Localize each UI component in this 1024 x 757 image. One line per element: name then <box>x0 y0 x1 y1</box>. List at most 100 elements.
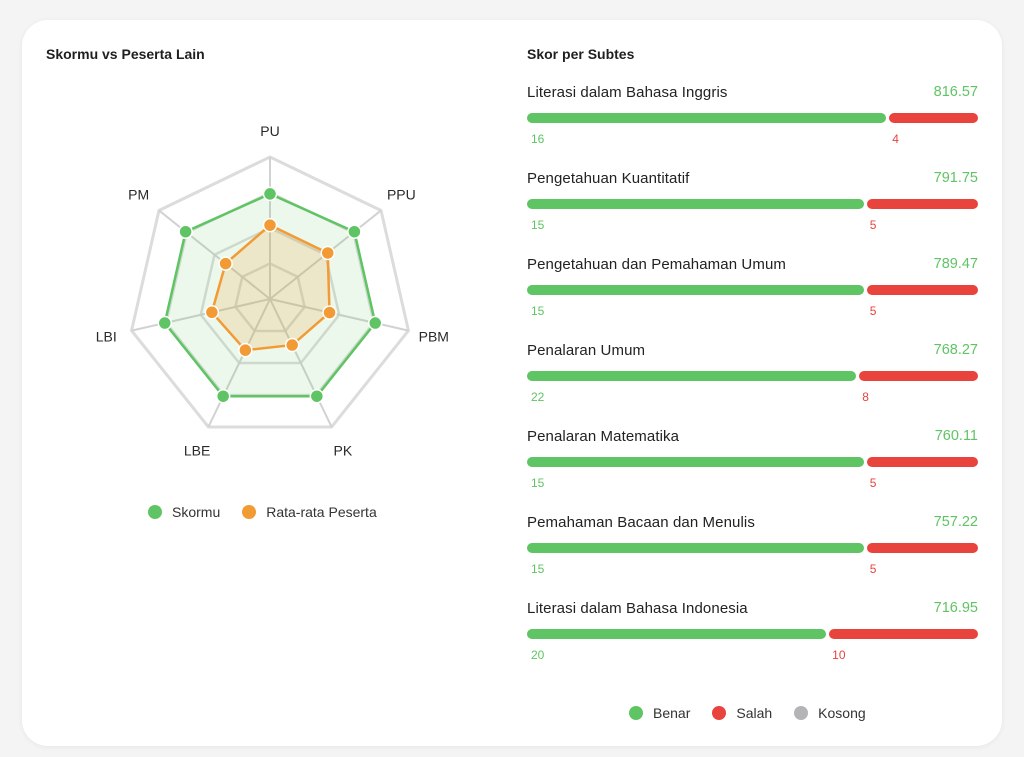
salah-bar <box>866 457 978 467</box>
benar-dot-icon <box>629 706 643 720</box>
subtest-score: 768.27 <box>933 342 978 358</box>
radar-grid-ring <box>164 191 376 397</box>
rata-rata-point <box>262 217 278 233</box>
benar-count: 22 <box>531 390 545 404</box>
salah-count: 5 <box>869 476 877 490</box>
subtest-row[interactable]: Pengetahuan Kuantitatif 791.75 15 5 <box>527 170 978 242</box>
salah-count: 5 <box>869 562 877 576</box>
subtest-score: 716.95 <box>933 600 978 616</box>
radar-axis-label: PBM <box>419 328 449 344</box>
legend-benar[interactable]: Benar <box>629 705 690 721</box>
skormu-point <box>367 315 383 331</box>
subtest-score: 760.11 <box>934 428 978 444</box>
subtest-bar <box>527 457 978 467</box>
subtest-bar <box>527 199 978 209</box>
rata-rata-point <box>320 245 335 261</box>
benar-count: 15 <box>531 562 545 576</box>
benar-bar <box>527 199 864 209</box>
subtest-score: 757.22 <box>933 514 978 530</box>
radar-grid-ring <box>234 262 306 333</box>
subtest-row[interactable]: Penalaran Matematika 760.11 15 5 <box>527 428 978 500</box>
benar-bar <box>527 285 864 295</box>
salah-bar <box>829 629 978 639</box>
skormu-point <box>215 388 231 404</box>
skormu-point <box>178 224 193 239</box>
subtest-bar <box>527 285 978 295</box>
subtest-row[interactable]: Literasi dalam Bahasa Indonesia 716.95 2… <box>527 600 978 672</box>
salah-bar <box>866 199 978 209</box>
benar-bar <box>527 113 887 123</box>
subtests-title: Skor per Subtes <box>527 46 635 62</box>
radar-axis-label: PU <box>260 123 279 139</box>
rata-rata-point <box>218 256 233 271</box>
radar-axis-label: LBI <box>96 328 117 344</box>
subtest-score: 789.47 <box>933 256 978 272</box>
salah-count: 8 <box>862 390 869 404</box>
subtest-bar <box>527 543 978 553</box>
score-card: Skormu vs Peserta Lain PU PPU PBM PK LBE LBI P… <box>22 20 1002 746</box>
salah-bar <box>859 371 978 381</box>
radar-legend: Skormu Rata-rata Peserta <box>148 504 377 520</box>
salah-count: 5 <box>869 304 877 318</box>
benar-count: 15 <box>531 304 545 318</box>
subtest-row[interactable]: Pemahaman Bacaan dan Menulis 757.22 15 5 <box>527 514 978 586</box>
kosong-dot-icon <box>794 706 809 720</box>
subtest-score: 791.75 <box>933 170 978 186</box>
legend-kosong[interactable]: Kosong <box>794 705 866 721</box>
legend-rata-rata[interactable]: Rata-rata Peserta <box>242 504 377 520</box>
skormu-point <box>347 224 362 239</box>
rata-rata-point <box>238 342 253 358</box>
skormu-dot-icon <box>148 505 162 519</box>
legend-salah-label: Salah <box>736 705 773 721</box>
subtest-bar <box>527 371 978 381</box>
legend-kosong-label: Kosong <box>818 705 866 721</box>
subtest-name: Penalaran Matematika <box>527 428 680 445</box>
radar-spoke <box>207 298 271 428</box>
subtest-name: Pengetahuan Kuantitatif <box>527 170 690 187</box>
salah-count: 5 <box>869 218 877 232</box>
radar-axis-label: PPU <box>387 186 416 202</box>
rata-rata-area <box>210 223 331 352</box>
radar-spoke <box>158 209 271 300</box>
legend-salah[interactable]: Salah <box>712 705 772 721</box>
radar-chart: PU PPU PBM PK LBE LBI PM <box>96 123 449 458</box>
radar-axis-label: LBE <box>184 442 210 458</box>
legend-skormu-label: Skormu <box>172 504 221 520</box>
legend-benar-label: Benar <box>653 705 691 721</box>
benar-bar <box>527 543 864 553</box>
subtest-row[interactable]: Penalaran Umum 768.27 22 8 <box>527 342 978 414</box>
bar-legend: Benar Salah Kosong <box>629 705 866 721</box>
legend-skormu[interactable]: Skormu <box>148 504 220 520</box>
subtest-bar <box>527 629 978 639</box>
benar-bar <box>527 457 864 467</box>
salah-bar <box>889 113 978 123</box>
salah-bar <box>866 543 978 553</box>
salah-count: 4 <box>892 132 899 146</box>
skormu-point <box>309 388 325 404</box>
benar-count: 16 <box>531 132 545 146</box>
subtest-row[interactable]: Literasi dalam Bahasa Inggris 816.57 16 … <box>527 84 978 156</box>
radar-spoke <box>269 298 333 428</box>
radar-title: Skormu vs Peserta Lain <box>46 46 205 62</box>
rata-rata-point <box>204 305 220 320</box>
benar-count: 15 <box>531 476 545 490</box>
subtest-name: Literasi dalam Bahasa Inggris <box>527 84 728 101</box>
benar-bar <box>527 371 857 381</box>
subtest-bar <box>527 113 978 123</box>
rata-rata-point <box>284 337 300 353</box>
rata-rata-dot-icon <box>242 505 257 519</box>
salah-count: 10 <box>832 648 846 662</box>
subtest-row[interactable]: Pengetahuan dan Pemahaman Umum 789.47 15… <box>527 256 978 328</box>
subtest-name: Literasi dalam Bahasa Indonesia <box>527 600 748 617</box>
rata-rata-point <box>322 305 337 320</box>
legend-rata-rata-label: Rata-rata Peserta <box>266 504 377 520</box>
skormu-point <box>262 186 278 202</box>
salah-dot-icon <box>712 706 727 720</box>
radar-grid-ring <box>129 155 411 429</box>
benar-count: 20 <box>531 648 545 662</box>
benar-count: 15 <box>531 218 545 232</box>
subtest-name: Pengetahuan dan Pemahaman Umum <box>527 256 786 273</box>
subtest-score: 816.57 <box>933 84 978 100</box>
skormu-point <box>157 315 173 331</box>
radar-axis-label: PM <box>128 186 149 202</box>
